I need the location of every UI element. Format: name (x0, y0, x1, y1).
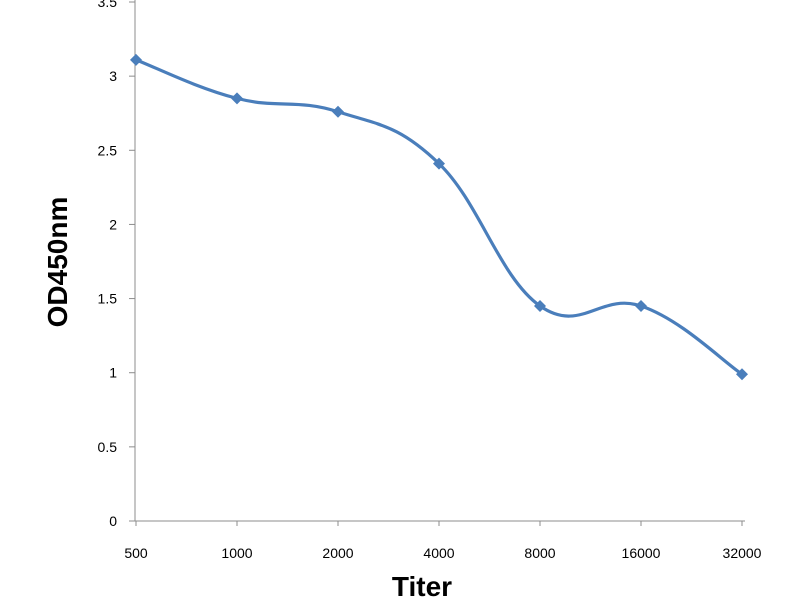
series-layer (130, 53, 748, 381)
data-point-marker (534, 299, 546, 312)
y-tick-label: 2.5 (98, 142, 118, 158)
data-point-marker (332, 105, 344, 118)
y-tick-label: 2 (109, 216, 117, 232)
data-point-marker (231, 92, 243, 105)
data-point-marker (433, 157, 445, 170)
y-tick-label: 1 (109, 365, 117, 381)
y-tick-label: 0 (109, 513, 117, 529)
x-tick-label: 16000 (622, 545, 661, 561)
y-tick-label: 0.5 (98, 439, 118, 455)
x-tick-label: 500 (124, 545, 148, 561)
series-line (135, 58, 743, 376)
data-point-marker (635, 299, 647, 312)
x-axis-title: Titer (392, 571, 452, 600)
y-tick-label: 3 (109, 68, 117, 84)
x-tick-label: 4000 (423, 545, 454, 561)
data-point-marker (130, 53, 142, 66)
y-axis-ticks: 0 0.5 1 1.5 2 2.5 3 3.5 (98, 0, 135, 529)
y-tick-label: 3.5 (98, 0, 118, 10)
x-tick-label: 32000 (723, 545, 762, 561)
x-tick-label: 8000 (524, 545, 555, 561)
y-tick-label: 1.5 (98, 291, 118, 307)
x-axis-ticks: 500 1000 2000 4000 8000 16000 32000 (124, 521, 762, 561)
x-tick-label: 1000 (221, 545, 252, 561)
x-tick-label: 2000 (322, 545, 353, 561)
data-point-marker (736, 368, 748, 381)
y-axis-title: OD450nm (42, 197, 73, 328)
